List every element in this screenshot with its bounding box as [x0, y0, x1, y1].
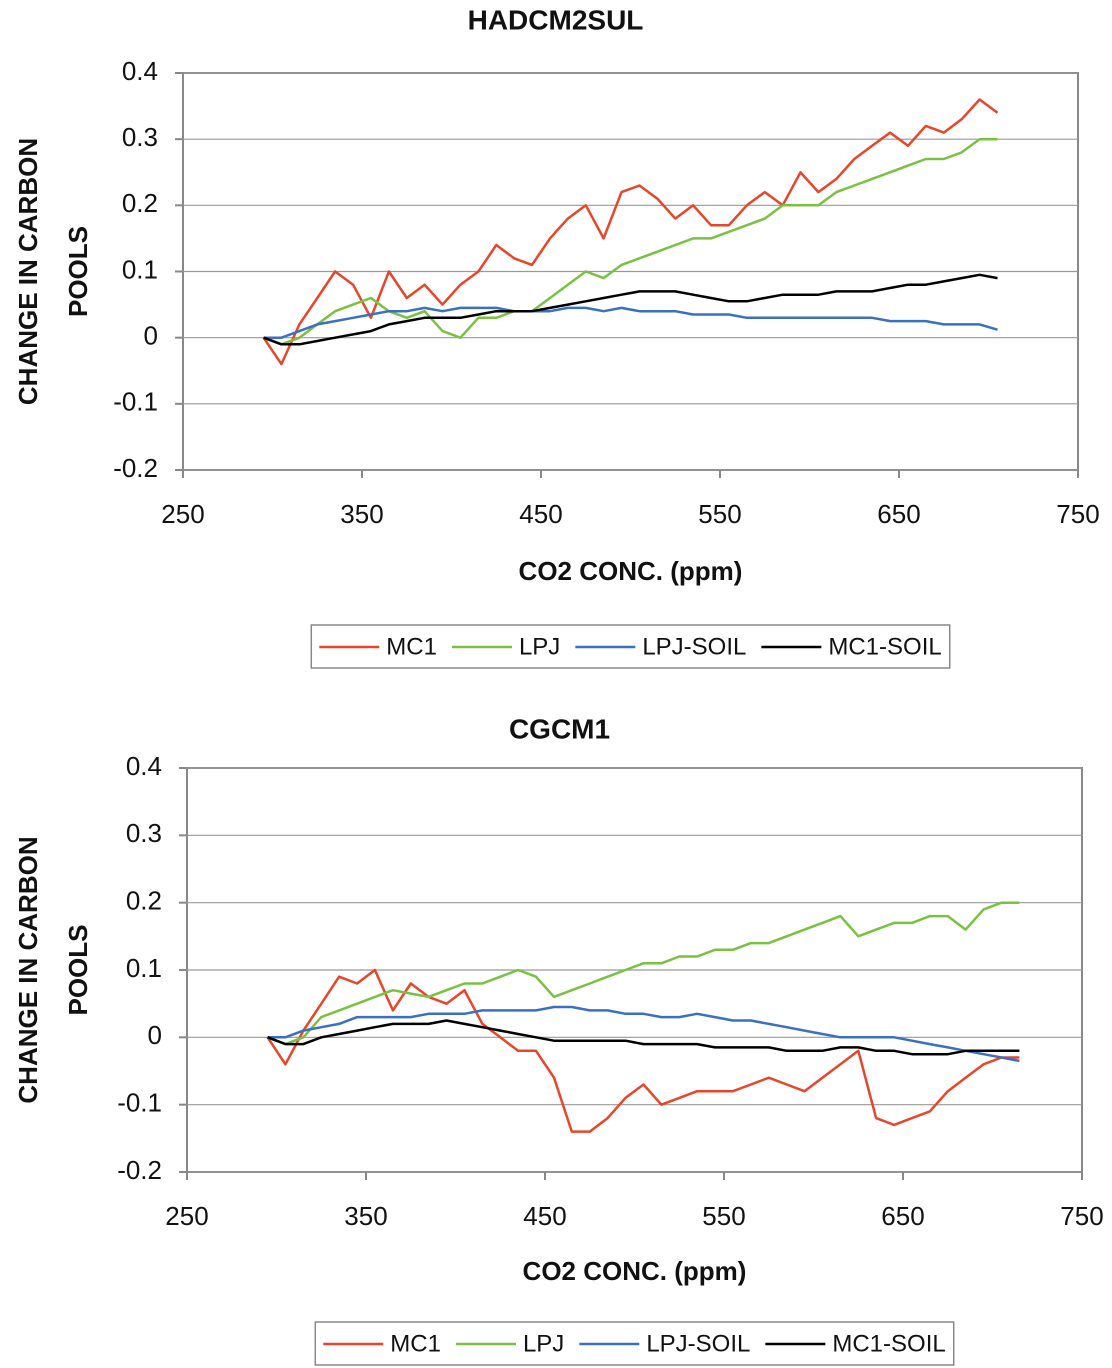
- y-tick-label: 0.1: [122, 254, 158, 284]
- y-axis-title: POOLS: [63, 226, 93, 317]
- series-line: [263, 306, 998, 339]
- x-tick-label: 550: [702, 1201, 745, 1231]
- y-axis-title: POOLS: [63, 924, 93, 1015]
- chart-title: CGCM1: [509, 713, 610, 744]
- x-tick-label: 450: [519, 499, 562, 529]
- legend-label: MC1: [390, 1330, 441, 1357]
- y-tick-label: -0.1: [113, 387, 158, 417]
- y-tick-label: 0.4: [122, 56, 158, 86]
- y-axis-title: CHANGE IN CARBON: [13, 138, 43, 405]
- y-tick-label: -0.1: [117, 1088, 162, 1118]
- legend-label: MC1-SOIL: [832, 1330, 945, 1357]
- legend-label: MC1-SOIL: [828, 633, 941, 660]
- series-line: [262, 98, 999, 366]
- y-tick-label: 0.1: [126, 953, 162, 983]
- y-axis-title: CHANGE IN CARBON: [13, 836, 43, 1103]
- x-tick-label: 250: [165, 1201, 208, 1231]
- legend-label: LPJ-SOIL: [646, 1330, 750, 1357]
- y-tick-label: -0.2: [113, 453, 158, 483]
- y-tick-label: 0.3: [122, 122, 158, 152]
- y-tick-label: 0: [144, 321, 158, 351]
- series-line: [266, 968, 1020, 1133]
- legend-label: MC1: [386, 633, 437, 660]
- y-tick-label: 0.3: [126, 818, 162, 848]
- x-tick-label: 350: [340, 499, 383, 529]
- y-tick-label: 0.2: [126, 886, 162, 916]
- x-axis-title: CO2 CONC. (ppm): [519, 556, 743, 586]
- legend-label: LPJ: [519, 633, 560, 660]
- y-tick-label: 0: [148, 1020, 162, 1050]
- x-tick-label: 250: [161, 499, 204, 529]
- x-tick-label: 650: [881, 1201, 924, 1231]
- series-line: [267, 1019, 1020, 1056]
- y-tick-label: 0.4: [126, 751, 162, 781]
- chart-title: HADCM2SUL: [468, 4, 644, 35]
- series-line: [267, 1005, 1020, 1063]
- x-axis-title: CO2 CONC. (ppm): [523, 1256, 747, 1286]
- legend-label: LPJ-SOIL: [642, 633, 746, 660]
- x-tick-label: 750: [1056, 499, 1099, 529]
- series-line: [267, 901, 1020, 1046]
- x-tick-label: 550: [698, 499, 741, 529]
- series-line: [263, 273, 998, 346]
- legend: MC1 LPJ LPJ-SOIL MC1-SOIL: [310, 624, 951, 669]
- x-tick-label: 650: [877, 499, 920, 529]
- y-tick-label: 0.2: [122, 188, 158, 218]
- legend: MC1 LPJ LPJ-SOIL MC1-SOIL: [314, 1321, 955, 1366]
- series-line: [263, 137, 998, 346]
- x-tick-label: 350: [344, 1201, 387, 1231]
- x-tick-label: 750: [1060, 1201, 1103, 1231]
- x-tick-label: 450: [523, 1201, 566, 1231]
- legend-label: LPJ: [523, 1330, 564, 1357]
- y-tick-label: -0.2: [117, 1155, 162, 1185]
